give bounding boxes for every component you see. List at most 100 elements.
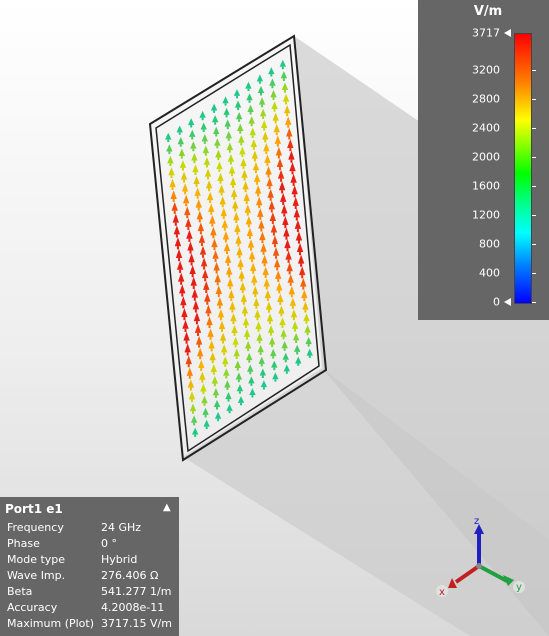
field-arrow (185, 355, 192, 365)
field-arrow (306, 348, 313, 356)
field-arrow (211, 375, 219, 384)
field-arrow (257, 85, 265, 94)
field-arrow (221, 219, 229, 228)
field-arrow (201, 395, 208, 404)
field-arrow (184, 206, 191, 216)
field-arrow (179, 284, 186, 294)
field-arrow (236, 384, 244, 392)
field-arrow (275, 270, 282, 279)
field-arrow (187, 241, 194, 251)
field-arrow (290, 173, 297, 183)
field-arrow (239, 282, 246, 291)
port-info-key: Maximum (Plot) (7, 617, 95, 630)
field-arrow (186, 367, 194, 376)
field-arrow (301, 289, 308, 299)
field-arrow (282, 93, 290, 102)
y-axis-arrow-icon (503, 575, 514, 586)
field-arrow (194, 323, 202, 333)
field-arrow (235, 372, 243, 380)
field-arrow (286, 262, 293, 272)
field-arrow (276, 158, 284, 168)
field-arrow (300, 277, 307, 287)
field-arrow (227, 277, 234, 287)
field-arrow (205, 304, 212, 314)
port-info-key: Phase (7, 537, 40, 550)
field-arrow (193, 175, 200, 185)
field-arrow (208, 340, 215, 349)
field-arrow (235, 235, 242, 244)
field-arrow (267, 188, 274, 198)
field-arrow (196, 347, 204, 357)
field-arrow (239, 146, 246, 155)
field-arrow (191, 288, 198, 298)
field-arrow (261, 254, 268, 264)
field-arrow (274, 135, 282, 144)
field-arrow (244, 204, 251, 213)
x-axis-label-bubble (436, 585, 448, 597)
field-arrow (199, 245, 207, 255)
field-arrow (268, 200, 275, 210)
field-arrow (205, 180, 213, 189)
field-arrow (292, 196, 299, 206)
field-arrow (305, 336, 312, 345)
field-arrow (256, 333, 263, 341)
field-arrow (234, 223, 241, 232)
field-arrow (237, 258, 244, 267)
field-arrow (241, 305, 249, 314)
chevron-up-icon[interactable]: ▲ (163, 502, 171, 513)
field-arrow (289, 162, 296, 172)
field-arrow (217, 308, 225, 318)
field-arrow (257, 208, 264, 217)
legend-tick-mark (532, 70, 536, 72)
field-arrow (223, 242, 231, 252)
field-arrow (171, 201, 178, 211)
field-arrow (188, 391, 196, 400)
field-arrow (223, 368, 230, 376)
port-info-row: Frequency 24 GHz (7, 521, 177, 537)
field-arrow (288, 150, 295, 160)
field-arrow (214, 411, 222, 419)
field-arrow (283, 364, 291, 372)
field-arrow (261, 120, 268, 128)
axis-triad[interactable]: z y x (436, 516, 525, 598)
field-arrow (296, 243, 304, 253)
port-info-value: 541.277 1/m (101, 585, 172, 598)
field-arrow (173, 225, 181, 235)
field-arrow (242, 317, 250, 326)
field-arrow (248, 250, 256, 260)
field-arrow (176, 125, 183, 133)
field-arrow (277, 293, 284, 303)
e-field-arrows (165, 59, 313, 437)
field-arrow (182, 319, 189, 329)
max-marker-icon[interactable] (504, 29, 511, 37)
field-arrow (260, 380, 268, 388)
field-arrow (253, 297, 260, 306)
field-arrow (294, 344, 301, 352)
field-arrow (210, 364, 217, 372)
port-info-row: Wave Imp. 276.406 Ω (7, 569, 177, 585)
field-arrow (203, 281, 210, 290)
field-arrow (211, 238, 218, 248)
field-arrow (254, 309, 261, 318)
min-marker-icon[interactable] (504, 298, 511, 306)
field-arrow (287, 139, 294, 149)
field-arrow (214, 138, 221, 146)
field-arrow (262, 131, 269, 140)
field-arrow (266, 313, 274, 322)
field-arrow (246, 93, 253, 101)
field-arrow (169, 178, 176, 188)
field-arrow (304, 325, 311, 333)
z-axis-label: z (474, 516, 479, 527)
field-arrow (272, 372, 279, 380)
field-arrow (289, 297, 297, 306)
field-arrow (229, 177, 237, 186)
field-arrow (273, 258, 281, 268)
field-arrow (271, 235, 279, 245)
field-arrow (216, 161, 223, 170)
field-arrow (184, 343, 191, 353)
field-arrow (270, 89, 277, 98)
field-arrow (198, 359, 205, 369)
field-arrow (277, 169, 285, 179)
field-arrow (183, 331, 190, 341)
